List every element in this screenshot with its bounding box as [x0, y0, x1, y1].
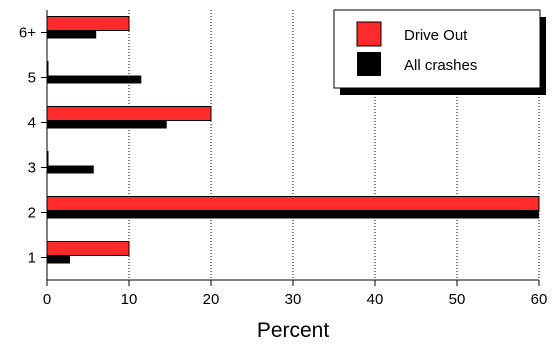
x-ticks: 0 10 20 30 40 50 60: [43, 280, 548, 308]
bar-drive-out-1: [46, 241, 130, 256]
x-tick-label: 50: [449, 291, 466, 308]
legend-label-all-crashes: All crashes: [404, 57, 477, 74]
bar-all-crashes-5: [47, 75, 142, 84]
x-axis-title: Percent: [257, 319, 330, 342]
legend-label-drive-out: Drive Out: [404, 27, 468, 44]
x-tick-label: 20: [203, 291, 220, 308]
x-tick-label: 10: [121, 291, 138, 308]
y-tick-label: 1: [28, 250, 36, 267]
bar-all-crashes-2: [47, 210, 539, 219]
bar-drive-out-4: [46, 106, 212, 121]
y-tick-label: 5: [28, 70, 36, 87]
x-tick-label: 60: [531, 291, 548, 308]
bar-all-crashes-4: [47, 120, 167, 129]
legend: Drive Out All crashes: [333, 9, 546, 95]
bar-all-crashes-1: [47, 255, 70, 264]
x-tick-label: 0: [43, 291, 51, 308]
y-tick-label: 6+: [19, 25, 36, 42]
y-tick-label: 4: [28, 115, 36, 132]
bar-all-crashes-6+: [47, 30, 97, 39]
x-tick-label: 40: [367, 291, 384, 308]
bar-drive-out-6+: [46, 16, 130, 31]
legend-swatch-drive-out: [356, 21, 382, 47]
y-ticks: 1 2 3 4 5 6+: [19, 25, 47, 267]
y-tick-label: 3: [28, 160, 36, 177]
bar-all-crashes-3: [47, 165, 94, 174]
x-tick-label: 30: [285, 291, 302, 308]
bar-drive-out-2: [46, 196, 540, 211]
y-tick-label: 2: [28, 205, 36, 222]
legend-swatch-all-crashes: [357, 52, 381, 76]
